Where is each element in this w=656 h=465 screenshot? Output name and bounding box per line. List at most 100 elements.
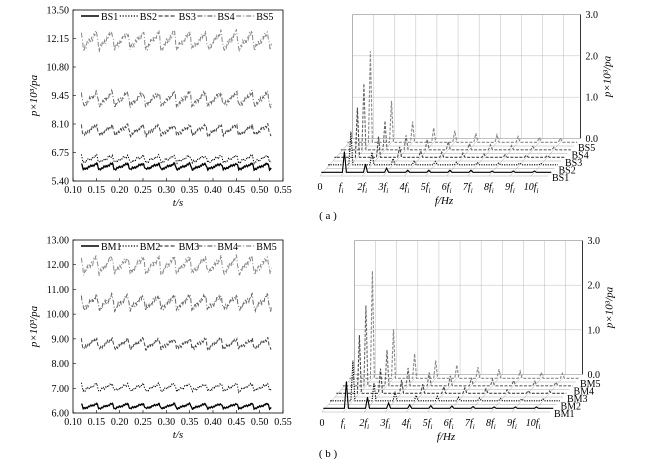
caption-b: ( b )	[319, 448, 338, 460]
caption-a: ( a )	[319, 210, 337, 222]
b-time-xtick-label: 0.50	[251, 417, 269, 428]
b-freq-ztick-label: 1.0	[588, 325, 601, 336]
panel-b-time-chart: 6.00 7.00 8.00 9.00 10.00 11.00 12.00 13.00 0.10…	[28, 236, 292, 442]
b-time-xtick-label: 0.35	[181, 417, 199, 428]
a-time-series-BS5	[80, 29, 272, 53]
a-freq-floor-depth-line	[446, 138, 480, 177]
a-freq-xtick-label: 2fi	[357, 182, 367, 195]
a-freq-xtick-label: 10fi	[524, 182, 539, 195]
b-freq-xtick-label: fi	[341, 418, 346, 431]
a-freq-ztick-label: 3.0	[586, 10, 599, 21]
a-freq-xtick-label: fi	[339, 182, 344, 195]
panel-b-frequency-chart: 0.0 1.0 2.0 3.0 p×10³/pa 0 fi 2fi 3fi 4fi 5fi 6fi 7f…	[320, 236, 616, 443]
b-freq-xtick-label: 6fi	[444, 418, 454, 431]
b-freq-xtick-label: 2fi	[359, 418, 369, 431]
a-time-xtick-label: 0.50	[251, 185, 269, 196]
a-time-xtick-label: 0.25	[134, 185, 152, 196]
a-freq-spectrum-BS5	[347, 51, 578, 143]
b-freq-floor-depth-line	[469, 374, 503, 413]
a-freq-floor-depth-line	[509, 138, 543, 177]
a-time-xtick-label: 0.10	[64, 185, 82, 196]
a-time-ytick-label: 9.45	[52, 91, 70, 102]
b-time-xtick-label: 0.25	[134, 417, 152, 428]
a-time-legend-label-BS4: BS4	[217, 12, 234, 23]
b-freq-floor-depth-line	[511, 374, 545, 413]
a-freq-xtick-label: 5fi	[421, 182, 431, 195]
a-time-yaxis-label: p×10³/pa	[28, 74, 40, 117]
b-freq-floor-depth-line	[490, 374, 524, 413]
a-time-legend-label-BS5: BS5	[256, 12, 273, 23]
b-freq-xtick-label: 0	[320, 418, 325, 429]
a-freq-xtick-label: 9fi	[505, 182, 515, 195]
a-time-plot-frame	[72, 9, 284, 182]
b-time-xtick-label: 0.10	[64, 417, 82, 428]
b-time-series-BM1	[80, 401, 272, 411]
a-freq-spectrum-BS3	[334, 107, 565, 158]
a-freq-floor-depth-line	[467, 138, 501, 177]
b-freq-depth-label-BM3: BM3	[567, 394, 588, 405]
b-time-series-BM3	[80, 336, 272, 352]
b-freq-xaxis-label: f/Hz	[437, 431, 456, 443]
a-time-xtick-label: 0.30	[158, 185, 176, 196]
b-time-legend-label-BM3: BM3	[179, 242, 200, 253]
b-time-series-BM4	[80, 291, 272, 313]
a-time-ytick-label: 6.75	[52, 148, 70, 159]
a-freq-depth-label-BS3: BS3	[565, 158, 582, 169]
b-time-legend-label-BM4: BM4	[217, 242, 238, 253]
a-freq-depth-label-BS5: BS5	[578, 143, 595, 154]
a-time-ytick-label: 12.15	[47, 34, 70, 45]
b-freq-spectrum-BM4	[342, 305, 573, 387]
b-time-legend-label-BM2: BM2	[140, 242, 161, 253]
b-freq-spectrum-BM1	[323, 381, 554, 409]
b-time-ytick-label: 6.00	[52, 409, 70, 420]
b-time-legend-label-BM1: BM1	[101, 242, 122, 253]
b-freq-xtick-label: 7fi	[465, 418, 475, 431]
a-time-xaxis-label: t/s	[173, 197, 183, 209]
b-freq-xtick-label: 8fi	[486, 418, 496, 431]
a-freq-spectrum-BS2	[327, 131, 558, 166]
a-time-ytick-label: 8.10	[52, 120, 70, 131]
b-time-ytick-label: 9.00	[52, 334, 70, 345]
a-freq-floor-depth-line	[530, 138, 564, 177]
a-time-xtick-label: 0.35	[181, 185, 199, 196]
b-time-ytick-label: 10.00	[47, 310, 70, 321]
a-time-xtick-label: 0.20	[111, 185, 129, 196]
b-time-ytick-label: 11.00	[47, 285, 69, 296]
a-freq-depth-label-BS2: BS2	[559, 166, 576, 177]
b-freq-floor-depth-line	[406, 374, 440, 413]
b-time-series-BM5	[80, 254, 272, 277]
a-freq-floor-depth-line	[404, 138, 438, 177]
b-freq-spectrum-BM3	[336, 335, 567, 394]
a-freq-xtick-label: 8fi	[484, 182, 494, 195]
a-time-series-BS3	[80, 122, 272, 139]
a-time-xtick-label: 0.55	[274, 185, 292, 196]
b-freq-xtick-label: 5fi	[423, 418, 433, 431]
b-freq-floor-depth-line	[427, 374, 461, 413]
b-time-xtick-label: 0.15	[88, 417, 106, 428]
a-freq-zaxis-label: p×10³/pa	[602, 55, 614, 98]
b-freq-floor-depth-line	[448, 374, 482, 413]
a-time-series-BS1	[80, 161, 272, 172]
a-time-xtick-label: 0.15	[88, 185, 106, 196]
b-time-xtick-label: 0.55	[274, 417, 292, 428]
a-freq-xaxis-label: f/Hz	[435, 195, 454, 207]
a-freq-floor-depth-line	[488, 138, 522, 177]
a-time-ytick-label: 10.80	[47, 63, 70, 74]
b-time-legend-label-BM5: BM5	[256, 242, 277, 253]
b-freq-ztick-label: 3.0	[588, 236, 601, 247]
b-time-xaxis-label: t/s	[173, 429, 183, 441]
b-freq-xtick-label: 4fi	[402, 418, 412, 431]
a-freq-xtick-label: 4fi	[400, 182, 410, 195]
a-time-ytick-label: 5.40	[52, 177, 70, 188]
b-freq-xtick-label: 10fi	[526, 418, 541, 431]
b-freq-spectrum-BM2	[329, 360, 560, 402]
a-freq-spectrum-BS1	[321, 151, 552, 173]
b-freq-depth-label-BM1: BM1	[554, 409, 575, 420]
b-time-series-BM2	[80, 381, 272, 394]
b-freq-xtick-label: 9fi	[507, 418, 517, 431]
b-freq-ztick-label: 0.0	[588, 370, 601, 381]
a-time-series-BS2	[80, 153, 272, 166]
panel-a-frequency-chart: 0.0 1.0 2.0 3.0 p×10³/pa 0 fi 2fi 3fi 4fi 5fi 6fi 7f…	[318, 10, 614, 207]
b-time-xtick-label: 0.20	[111, 417, 129, 428]
